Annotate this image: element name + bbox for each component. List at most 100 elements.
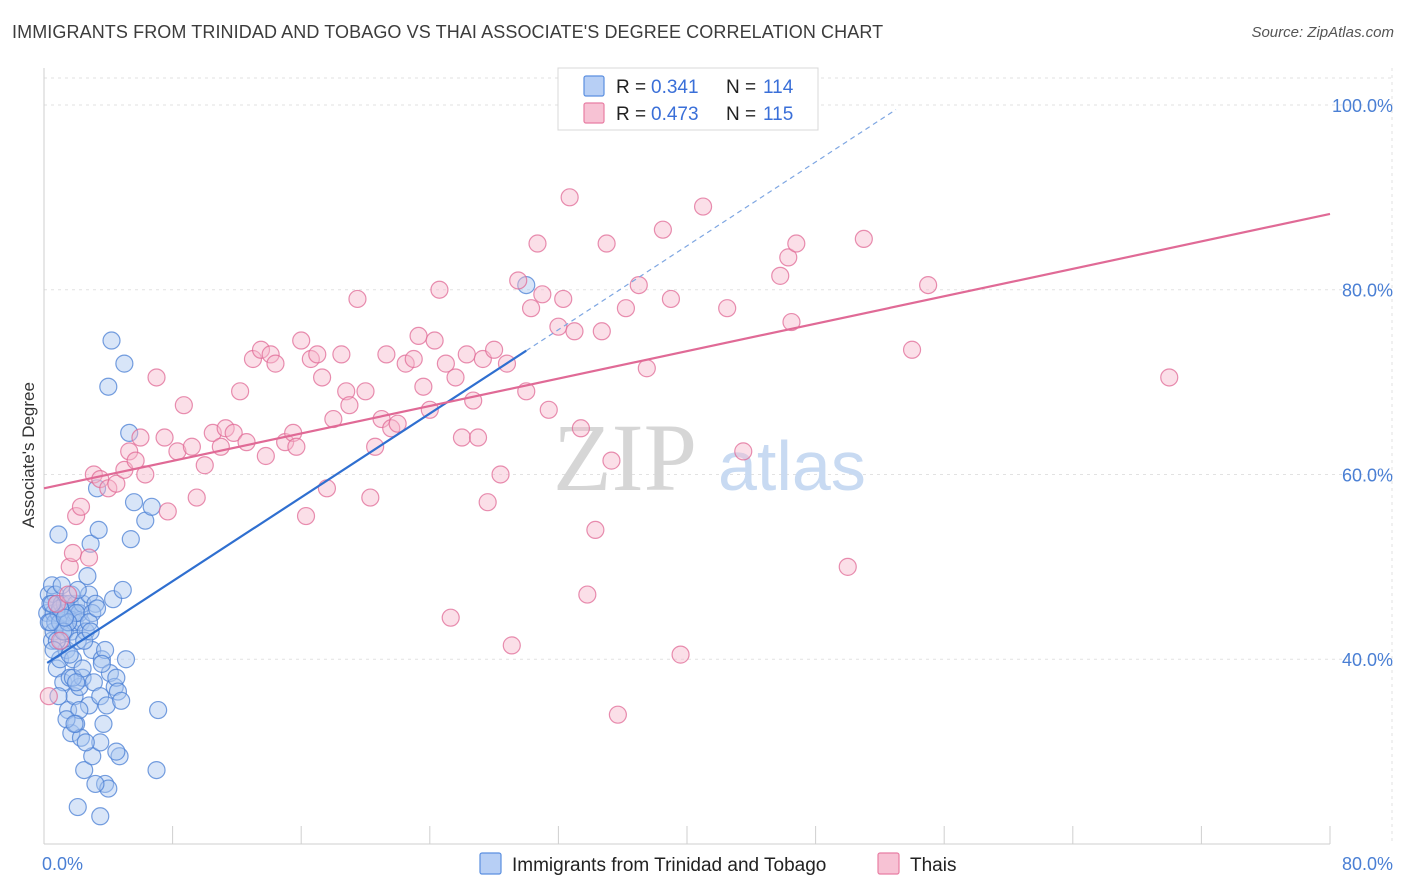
point-thais (187, 488, 206, 507)
point-trinidad-tobago (70, 700, 89, 720)
point-thais (67, 506, 86, 526)
legend-swatch-blue (583, 75, 605, 97)
point-thais (491, 465, 510, 484)
point-thais (237, 433, 256, 452)
watermark-zip: ZIP (553, 404, 697, 511)
point-trinidad-tobago (75, 760, 94, 780)
watermark-atlas: atlas (718, 427, 866, 505)
point-thais (147, 368, 166, 387)
legend-n-value-1: 114 (763, 77, 794, 98)
point-thais (231, 382, 250, 401)
point-thais (616, 299, 636, 318)
point-thais (377, 345, 396, 364)
tick-labels: 40.0% 60.0% 80.0% 100.0% 0.0% 80.0% (42, 96, 1393, 874)
point-thais (404, 349, 423, 369)
trend-lines (43, 109, 1331, 664)
watermark: ZIP atlas (553, 404, 866, 511)
point-thais (782, 312, 801, 332)
point-thais (50, 631, 70, 650)
point-trinidad-tobago (120, 423, 139, 443)
legend-r-value-1: 0.341 (651, 77, 699, 98)
point-trinidad-tobago (97, 696, 116, 715)
point-thais (425, 331, 444, 350)
point-thais (60, 557, 79, 576)
legend-n-label-1: N = (726, 77, 756, 98)
point-trinidad-tobago (94, 714, 113, 734)
point-thais (63, 543, 83, 563)
point-trinidad-tobago (79, 613, 99, 632)
point-trinidad-tobago (49, 525, 68, 544)
bottom-legend-label-1: Immigrants from Trinidad and Tobago (512, 855, 826, 876)
point-thais (71, 497, 91, 516)
bottom-legend-swatch-blue (479, 852, 502, 875)
point-trinidad-tobago (89, 520, 108, 540)
point-thais (549, 317, 568, 336)
point-thais (337, 382, 356, 401)
point-thais (592, 322, 611, 341)
point-thais (59, 585, 78, 604)
point-thais (554, 289, 573, 309)
point-thais (266, 354, 285, 373)
point-thais (39, 687, 58, 706)
legend-r-label-1: R = (616, 77, 646, 98)
bottom-legend-swatch-pink (877, 852, 900, 875)
point-trinidad-tobago (79, 585, 99, 604)
point-thais (452, 428, 472, 447)
point-trinidad-tobago (115, 354, 134, 373)
y-tick-label: 60.0% (1342, 465, 1393, 485)
point-thais (292, 331, 311, 350)
point-thais (158, 502, 177, 521)
point-trinidad-tobago (102, 331, 121, 350)
point-thais (468, 428, 488, 447)
point-thais (787, 234, 806, 253)
point-thais (539, 400, 558, 419)
point-trinidad-tobago (42, 594, 62, 613)
point-thais (661, 289, 681, 309)
point-thais (436, 354, 455, 373)
point-thais (312, 368, 332, 387)
point-trinidad-tobago (112, 691, 131, 710)
point-thais (388, 414, 407, 433)
point-trinidad-tobago (49, 687, 68, 706)
point-trinidad-tobago (81, 622, 100, 641)
point-trinidad-tobago (92, 654, 111, 673)
point-thais (485, 340, 504, 359)
point-thais (671, 645, 690, 664)
point-thais (693, 197, 713, 216)
point-trinidad-tobago (87, 599, 107, 618)
point-thais (602, 451, 621, 470)
point-trinidad-tobago (147, 760, 166, 780)
point-thais (838, 557, 857, 576)
point-thais (718, 299, 737, 318)
point-trinidad-tobago (142, 497, 161, 516)
legend-bottom: Immigrants from Trinidad and Tobago Thai… (479, 852, 956, 876)
point-trinidad-tobago (91, 687, 110, 706)
point-thais (317, 479, 337, 498)
point-trinidad-tobago (113, 580, 132, 600)
bottom-legend-label-2: Thais (910, 855, 956, 876)
point-thais (120, 442, 139, 461)
point-thais (478, 493, 497, 512)
point-thais (251, 340, 271, 359)
point-thais (414, 377, 433, 396)
point-trinidad-tobago (86, 774, 105, 794)
x-tick-label: 0.0% (42, 854, 83, 874)
trend-line-thais (43, 212, 1331, 490)
point-thais (361, 488, 380, 507)
point-trinidad-tobago (116, 650, 136, 669)
point-thais (430, 280, 449, 299)
point-thais (586, 520, 605, 540)
legend-n-value-2: 115 (763, 104, 793, 125)
legend-r-label-2: R = (616, 104, 646, 125)
point-thais (854, 229, 873, 249)
point-thais (653, 220, 672, 239)
point-thais (533, 285, 552, 304)
y-tick-label: 80.0% (1342, 281, 1393, 301)
point-trinidad-tobago (107, 668, 126, 687)
point-thais (308, 345, 327, 364)
point-thais (608, 705, 627, 724)
legend-n-label-2: N = (726, 104, 756, 125)
point-thais (521, 299, 541, 318)
point-thais (296, 506, 316, 526)
